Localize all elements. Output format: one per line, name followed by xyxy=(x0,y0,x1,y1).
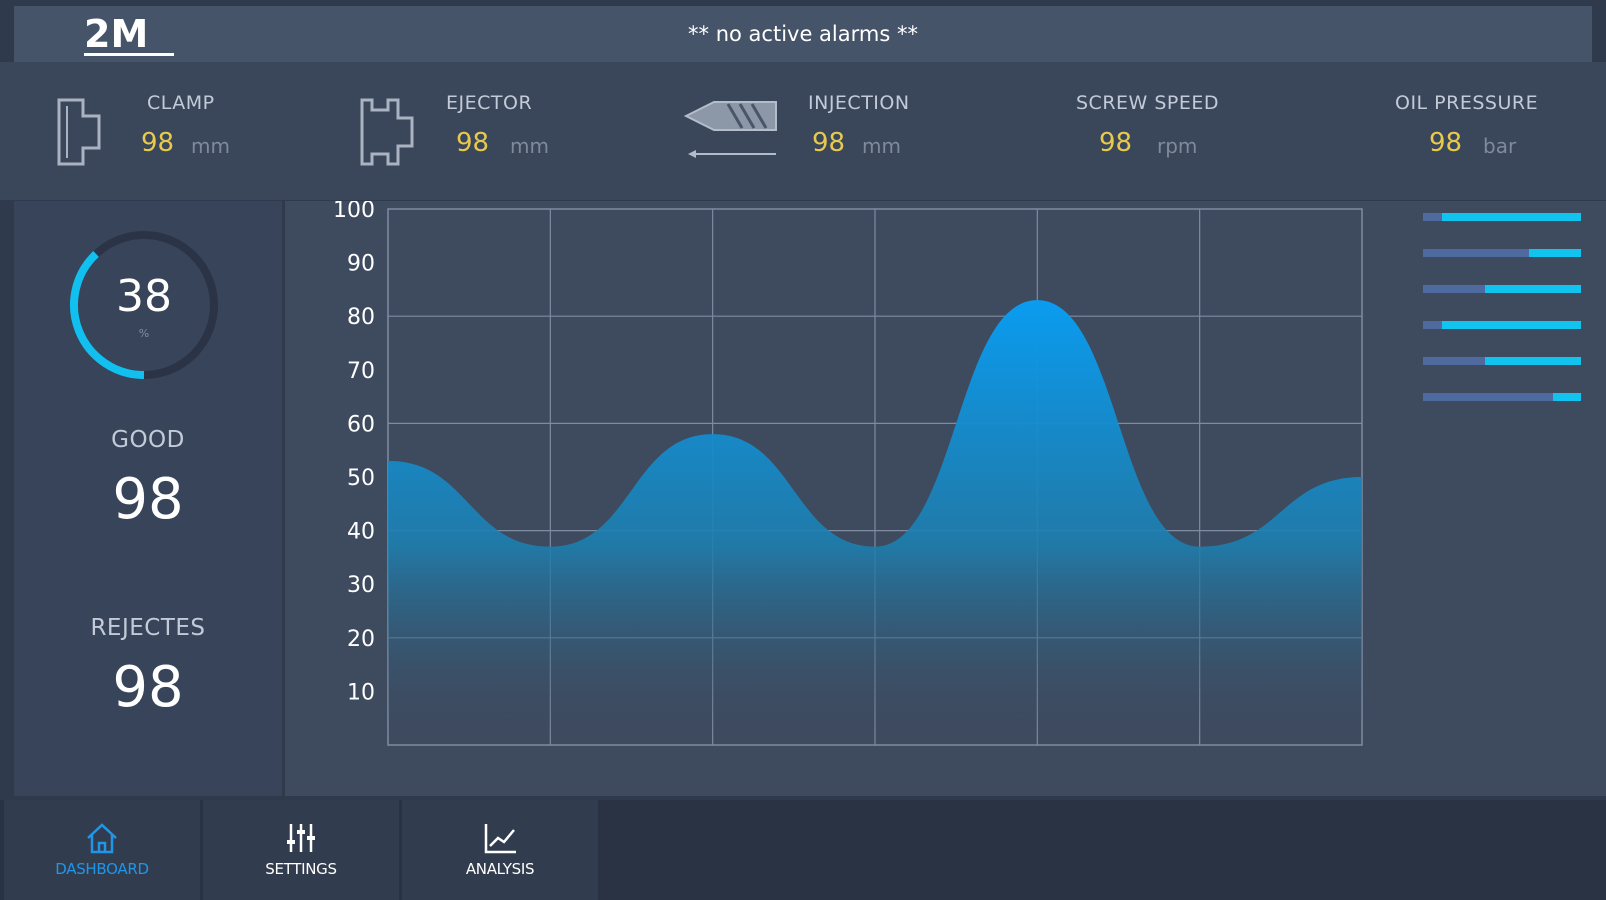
alarm-status: ** no active alarms ** xyxy=(688,22,918,46)
ejector-unit: mm xyxy=(510,134,549,158)
bottom-navigation: DASHBOARD SETTINGS ANALYSIS xyxy=(0,800,1606,900)
machine-readouts: CLAMP 98 mm EJECTOR 98 mm INJECTION 98 m… xyxy=(0,62,1606,200)
nav-dashboard-label: DASHBOARD xyxy=(55,860,149,878)
level-bar-fill xyxy=(1441,213,1581,221)
production-stats-panel: 38 % GOOD 98 REJECTES 98 xyxy=(14,201,282,796)
level-bar xyxy=(1423,249,1581,257)
good-label: GOOD xyxy=(111,427,185,453)
line-chart-icon xyxy=(484,824,516,854)
nav-analysis-button[interactable]: ANALYSIS xyxy=(402,800,598,900)
y-tick-label: 40 xyxy=(347,520,375,545)
screw-speed-value: 98 xyxy=(1099,128,1133,158)
rejects-label: REJECTES xyxy=(90,615,206,641)
injection-value: 98 xyxy=(812,128,846,158)
level-bar xyxy=(1423,321,1581,329)
clamp-icon xyxy=(57,98,101,166)
chart-panel: 10 20 30 40 50 60 70 80 90 100 xyxy=(285,201,1606,796)
nav-analysis-label: ANALYSIS xyxy=(465,860,535,878)
nav-dashboard-button[interactable]: DASHBOARD xyxy=(4,800,200,900)
screw-speed-unit: rpm xyxy=(1157,134,1198,158)
injection-unit: mm xyxy=(862,134,901,158)
level-bar xyxy=(1423,213,1581,221)
readout-oil-pressure: OIL PRESSURE 98 bar xyxy=(1393,62,1593,200)
oil-pressure-label: OIL PRESSURE xyxy=(1395,92,1539,114)
readout-screw-speed: SCREW SPEED 98 rpm xyxy=(1076,62,1276,200)
ejector-icon xyxy=(360,98,414,166)
oil-pressure-value: 98 xyxy=(1429,128,1463,158)
level-bar-fill xyxy=(1552,393,1581,401)
level-bar-fill xyxy=(1484,285,1581,293)
clamp-value: 98 xyxy=(141,128,175,158)
y-tick-label: 80 xyxy=(347,305,375,330)
level-bar xyxy=(1423,393,1581,401)
nav-settings-button[interactable]: SETTINGS xyxy=(203,800,399,900)
good-value: 98 xyxy=(112,467,184,532)
clamp-label: CLAMP xyxy=(147,92,215,114)
readout-injection: INJECTION 98 mm xyxy=(684,62,944,200)
gauge-arc xyxy=(70,251,145,379)
area-series xyxy=(388,300,1362,745)
sliders-icon xyxy=(287,824,315,852)
y-tick-label: 60 xyxy=(347,412,375,437)
y-tick-label: 20 xyxy=(347,627,375,652)
y-tick-label: 10 xyxy=(347,680,375,705)
gauge-value: 38 xyxy=(116,271,172,322)
clamp-unit: mm xyxy=(191,134,230,158)
rejects-value: 98 xyxy=(112,655,184,720)
level-bar xyxy=(1423,357,1581,365)
y-tick-label: 70 xyxy=(347,359,375,384)
oil-pressure-unit: bar xyxy=(1483,134,1517,158)
efficiency-gauge: 38 % xyxy=(66,227,222,383)
y-tick-label: 50 xyxy=(347,466,375,491)
level-bar-fill xyxy=(1441,321,1581,329)
nav-settings-label: SETTINGS xyxy=(265,860,337,878)
y-tick-label: 100 xyxy=(333,201,375,223)
y-tick-label: 30 xyxy=(347,573,375,598)
level-bar xyxy=(1423,285,1581,293)
gauge-unit: % xyxy=(138,327,150,340)
ejector-label: EJECTOR xyxy=(446,92,533,114)
screw-speed-label: SCREW SPEED xyxy=(1076,92,1220,114)
ejector-value: 98 xyxy=(456,128,490,158)
level-bar-fill xyxy=(1484,357,1581,365)
svg-text:2M: 2M xyxy=(84,12,148,56)
readout-ejector: EJECTOR 98 mm xyxy=(358,62,618,200)
company-logo: 2M xyxy=(84,12,174,56)
top-bar: 2M ** no active alarms ** xyxy=(14,6,1592,62)
level-bar-fill xyxy=(1528,249,1581,257)
injection-label: INJECTION xyxy=(808,92,910,114)
area-chart: 10 20 30 40 50 60 70 80 90 100 xyxy=(333,201,1363,746)
y-tick-label: 90 xyxy=(347,252,375,277)
home-icon xyxy=(87,823,117,854)
readout-clamp: CLAMP 98 mm xyxy=(55,62,315,200)
injection-icon xyxy=(684,101,777,158)
